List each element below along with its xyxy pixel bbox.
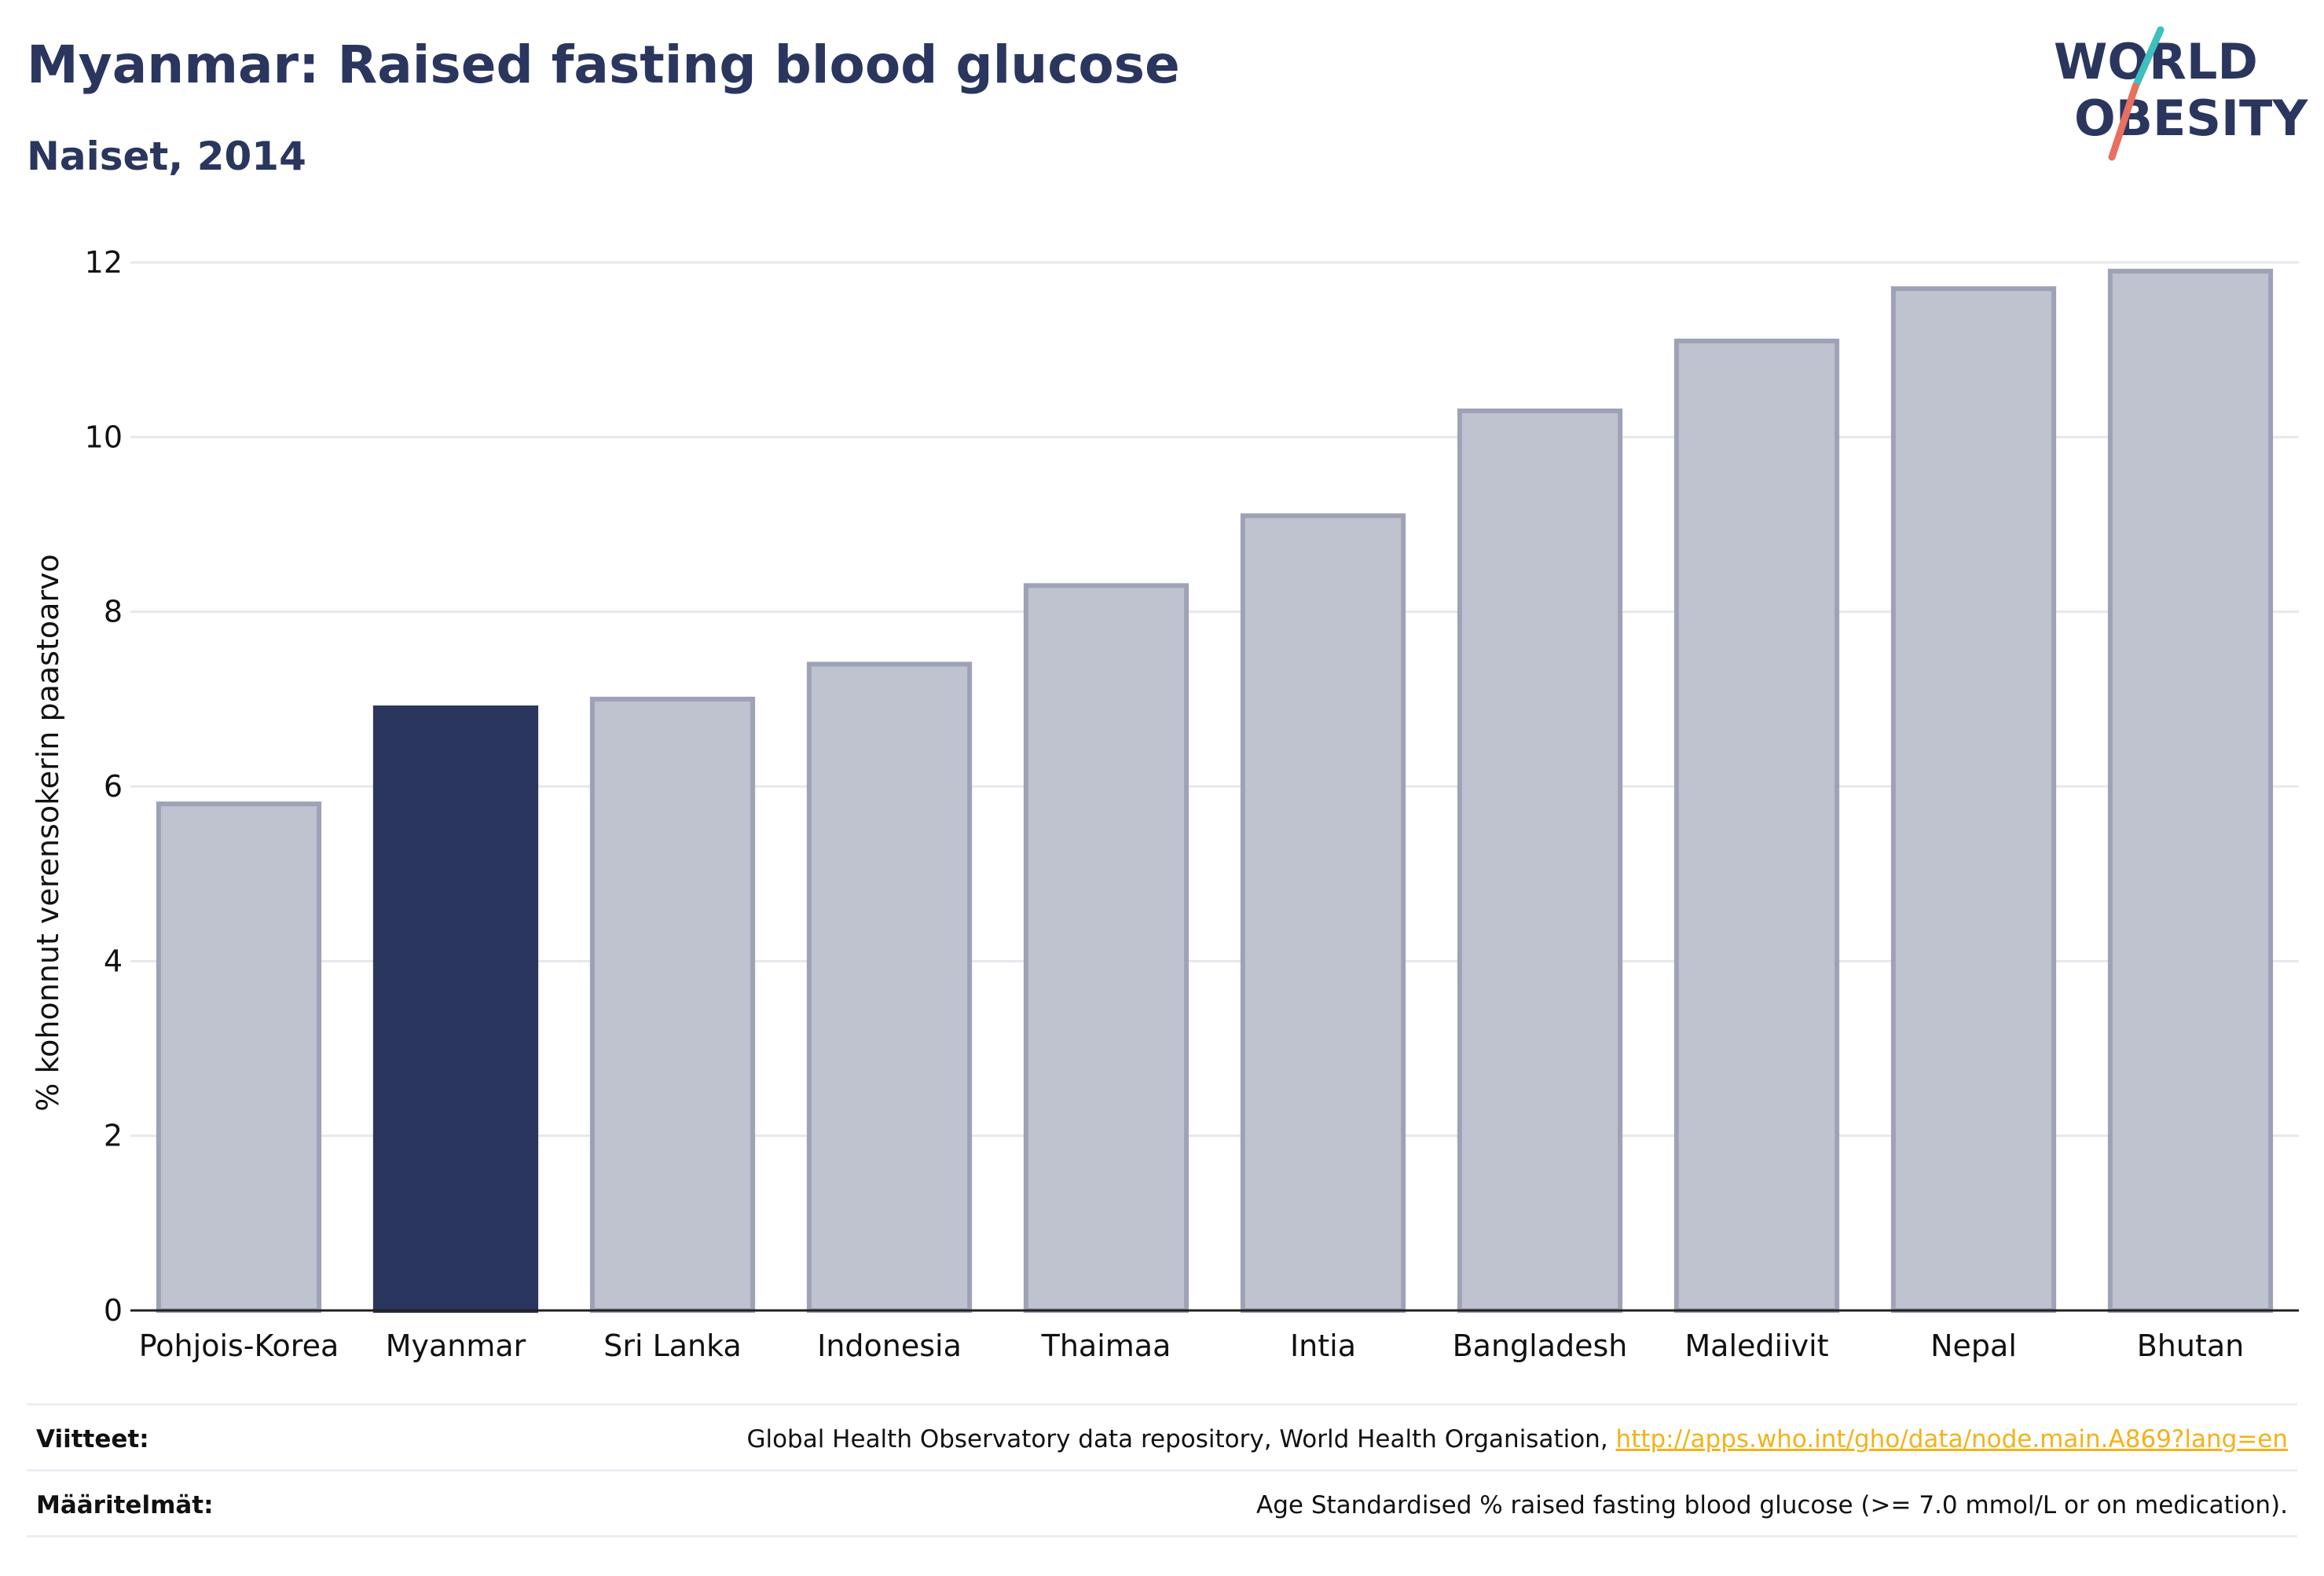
footer-divider-top xyxy=(27,1403,2297,1406)
y-axis-label: % kohonnut verensokerin paastoarvo xyxy=(31,554,65,1111)
sources-description: Global Health Observatory data repositor… xyxy=(746,1425,1616,1453)
footer-divider-bottom xyxy=(27,1535,2297,1538)
x-tick-label: Myanmar xyxy=(386,1329,526,1363)
bar-sri-lanka xyxy=(589,696,756,1313)
logo-line-2: OBESITY xyxy=(2074,90,2308,147)
logo-slash-coral xyxy=(2108,82,2139,161)
x-tick-label: Intia xyxy=(1290,1329,1356,1363)
chart-subtitle: Naiset, 2014 xyxy=(27,134,306,179)
y-tick-label: 4 xyxy=(104,944,123,978)
x-tick-label: Sri Lanka xyxy=(603,1329,742,1363)
bar-nepal xyxy=(1890,286,2057,1314)
bar-bhutan xyxy=(2107,269,2274,1313)
y-tick-label: 6 xyxy=(104,769,123,804)
bar-intia xyxy=(1240,513,1406,1313)
bars xyxy=(156,269,2274,1314)
definitions-text: Age Standardised % raised fasting blood … xyxy=(1256,1491,2288,1519)
x-tick-label: Bhutan xyxy=(2137,1329,2245,1363)
y-tick-label: 2 xyxy=(104,1119,123,1153)
bar-chart: 0 2 4 6 8 10 12 Pohjois-Korea Myanmar Sri Lanka In… xyxy=(31,245,2299,1363)
bar-thaimaa xyxy=(1023,583,1189,1313)
y-tick-label: 10 xyxy=(85,420,123,454)
y-tick-label: 8 xyxy=(104,595,123,629)
sources-text: Global Health Observatory data repositor… xyxy=(746,1425,2288,1453)
x-tick-label: Nepal xyxy=(1930,1329,2017,1363)
bar-bangladesh xyxy=(1457,408,1623,1314)
bar-indonesia xyxy=(806,662,973,1313)
x-tick-label: Thaimaa xyxy=(1041,1329,1171,1363)
y-tick-label: 0 xyxy=(104,1293,123,1328)
sources-link[interactable]: http://apps.who.int/gho/data/node.main.A… xyxy=(1615,1425,2288,1453)
bar-pohjois-korea xyxy=(156,801,322,1313)
y-tick-label: 12 xyxy=(85,245,123,280)
world-obesity-logo: WORLD OBESITY xyxy=(2054,26,2308,161)
x-tick-label: Bangladesh xyxy=(1453,1329,1628,1363)
x-tick-label: Pohjois-Korea xyxy=(139,1329,339,1363)
footer-divider-middle xyxy=(27,1469,2297,1472)
axes: 0 2 4 6 8 10 12 Pohjois-Korea Myanmar Sri Lanka In… xyxy=(85,245,2299,1363)
definitions-label: Määritelmät: xyxy=(36,1491,214,1519)
x-tick-label: Indonesia xyxy=(817,1329,962,1363)
logo-slash-teal xyxy=(2132,26,2165,90)
x-tick-label: Malediivit xyxy=(1684,1329,1828,1363)
bar-malediivit xyxy=(1673,339,1840,1313)
sources-label: Viitteet: xyxy=(36,1425,149,1453)
bar-myanmar xyxy=(372,705,539,1313)
chart-title: Myanmar: Raised fasting blood glucose xyxy=(27,35,1180,95)
